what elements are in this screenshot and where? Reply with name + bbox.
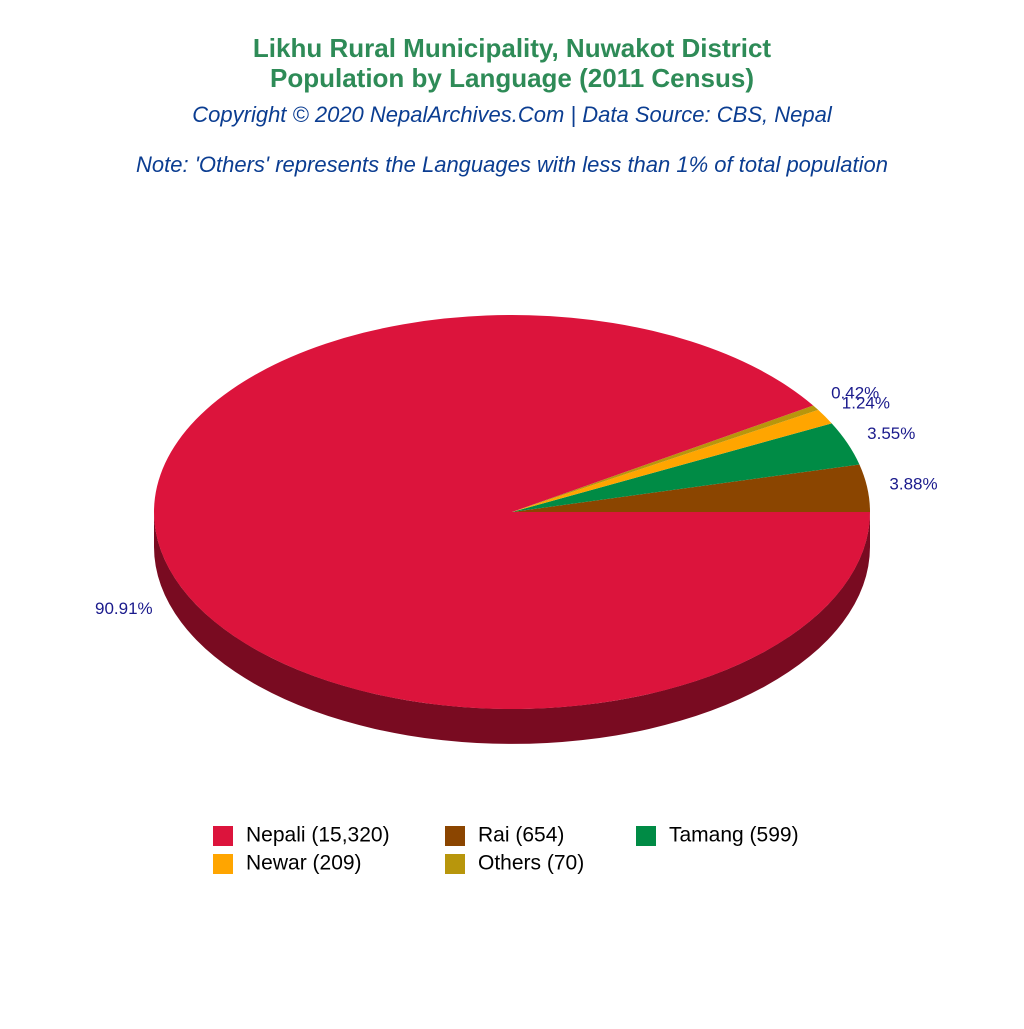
chart-note: Note: 'Others' represents the Languages … (136, 152, 888, 177)
legend-label: Newar (209) (246, 852, 362, 875)
slice (512, 464, 870, 512)
legend-swatch (213, 826, 233, 846)
legend-swatch (213, 854, 233, 874)
legend-swatch (445, 854, 465, 874)
chart-title: Population by Language (2011 Census) (270, 63, 754, 93)
chart-subtitle: Copyright © 2020 NepalArchives.Com | Dat… (192, 102, 833, 127)
data-label: 3.88% (889, 474, 937, 493)
legend-label: Rai (654) (478, 824, 564, 847)
slice (512, 405, 819, 512)
legend-swatch (445, 826, 465, 846)
legend-label: Others (70) (478, 852, 584, 875)
legend-swatch (636, 826, 656, 846)
slice (512, 409, 832, 512)
chart-title: Likhu Rural Municipality, Nuwakot Distri… (253, 33, 771, 63)
legend-label: Tamang (599) (669, 824, 799, 847)
legend-label: Nepali (15,320) (246, 824, 390, 847)
slice (512, 423, 860, 512)
data-label: 1.24% (842, 394, 890, 413)
slice (153, 315, 871, 709)
data-label: 0.42% (831, 384, 879, 403)
data-label: 3.55% (867, 424, 915, 443)
data-label: 90.91% (95, 599, 153, 618)
slice-side (154, 512, 870, 744)
